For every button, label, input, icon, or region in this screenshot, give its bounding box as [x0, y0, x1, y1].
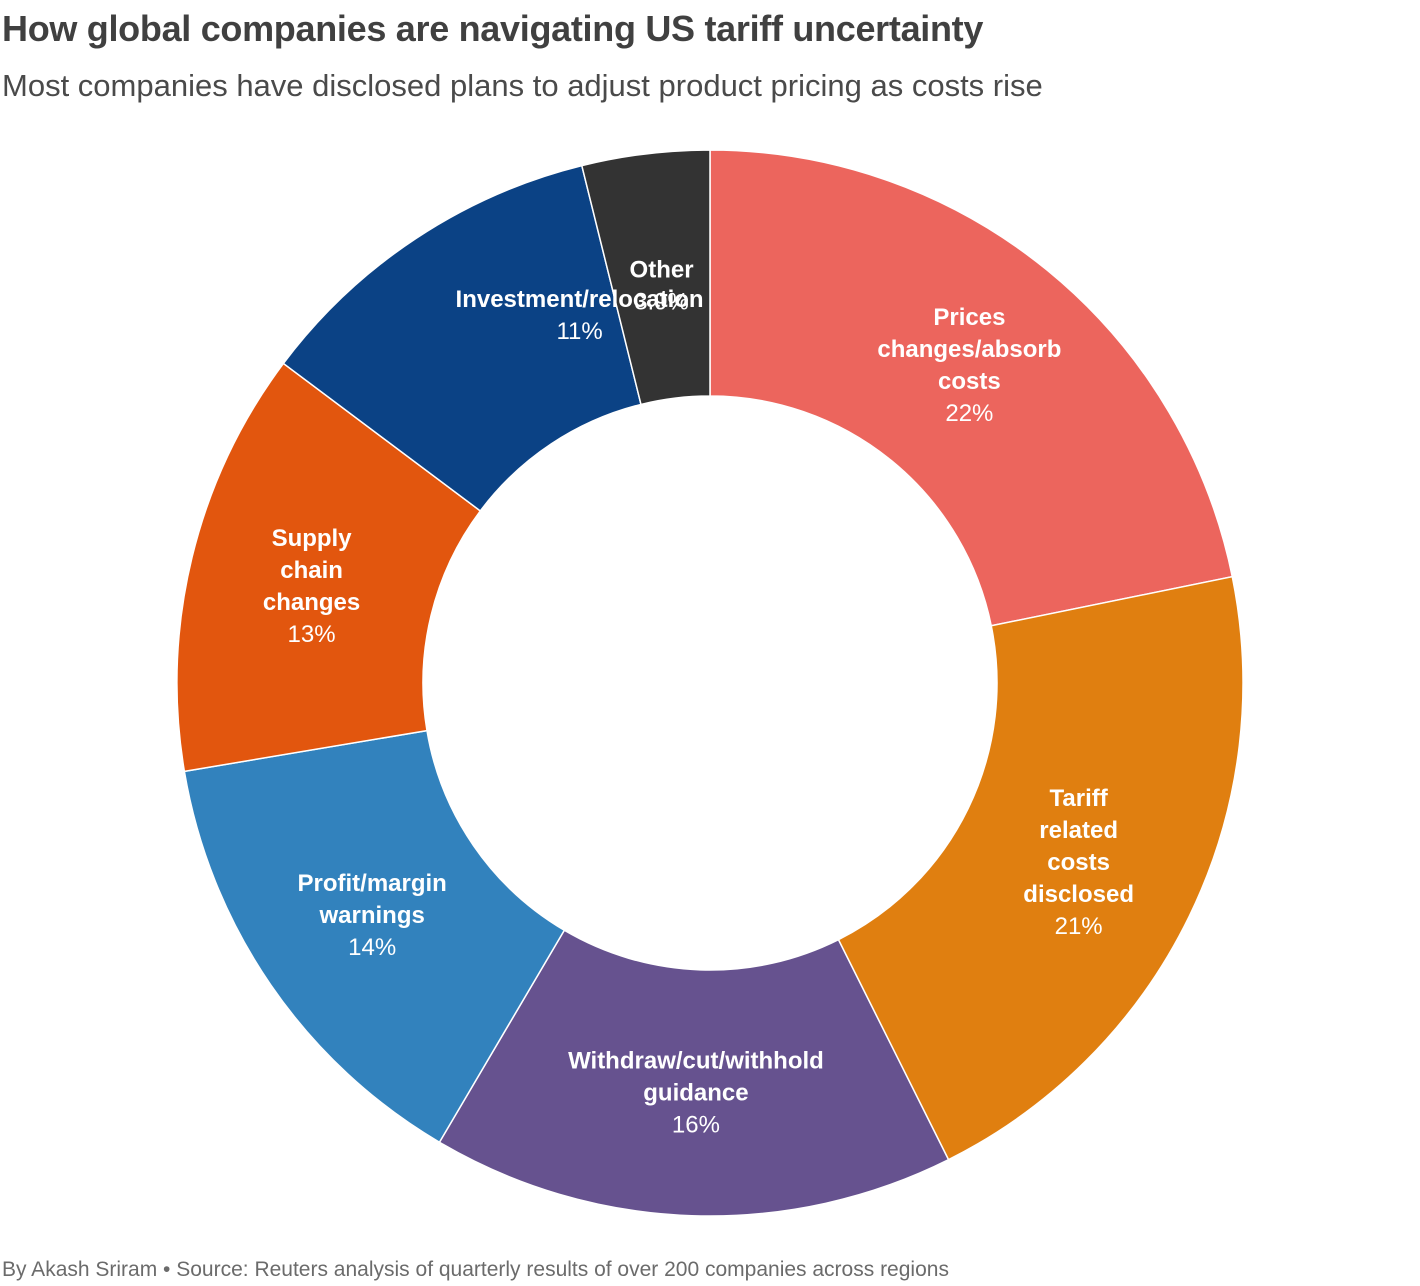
- slice-value-investment: 11%: [556, 318, 602, 345]
- slice-value-supply: 13%: [288, 621, 336, 648]
- labels-layer: Prices changes/absorb costs 22% Tariff relate…: [263, 256, 1134, 1138]
- slice-label-other: Other: [630, 256, 694, 283]
- label-prices: Prices changes/absorb costs 22%: [877, 304, 1061, 427]
- slice-label-guidance: guidance: [643, 1079, 748, 1106]
- slice-label-supply: chain: [280, 557, 343, 584]
- slice-value-guidance: 16%: [672, 1111, 720, 1138]
- slice-label-supply: changes: [263, 589, 360, 616]
- slice-value-prices: 22%: [945, 400, 993, 427]
- slice-label-guidance: Withdraw/cut/withhold: [568, 1047, 824, 1074]
- slice-label-tariff: disclosed: [1023, 881, 1134, 908]
- label-profit: Profit/margin warnings 14%: [298, 870, 447, 961]
- slice-guidance: [438, 929, 950, 1217]
- label-other: Other 3.9%: [630, 256, 694, 315]
- slice-tariff: [837, 575, 1244, 1161]
- slice-label-tariff: costs: [1047, 849, 1110, 876]
- slice-supply: [176, 362, 482, 773]
- slice-value-profit: 14%: [348, 934, 396, 961]
- slice-label-prices: changes/absorb: [877, 336, 1061, 363]
- slice-label-profit: Profit/margin: [298, 870, 447, 897]
- source-credit: By Akash Sriram • Source: Reuters analys…: [2, 1258, 949, 1281]
- slice-prices: [709, 149, 1234, 627]
- slice-label-tariff: related: [1039, 817, 1118, 844]
- slice-other: [580, 149, 711, 406]
- slice-label-supply: Supply: [272, 525, 353, 552]
- slice-label-tariff: Tariff: [1050, 785, 1109, 812]
- chart-subtitle: Most companies have disclosed plans to a…: [2, 68, 1043, 103]
- slice-label-prices: Prices: [933, 304, 1005, 331]
- slices-layer: [176, 149, 1244, 1217]
- label-investment: Investment/relocation 11%: [456, 286, 704, 345]
- chart-title: How global companies are navigating US t…: [2, 8, 984, 49]
- label-tariff: Tariff related costs disclosed 21%: [1023, 785, 1134, 940]
- slice-label-prices: costs: [938, 368, 1001, 395]
- label-guidance: Withdraw/cut/withhold guidance 16%: [568, 1047, 824, 1138]
- slice-profit: [183, 729, 566, 1144]
- slice-investment: [282, 164, 642, 512]
- label-supply: Supply chain changes 13%: [263, 525, 360, 648]
- slice-value-tariff: 21%: [1055, 913, 1103, 940]
- slice-label-profit: warnings: [319, 902, 425, 929]
- slice-label-investment: Investment/relocation: [456, 286, 704, 313]
- slice-value-other: 3.9%: [634, 288, 689, 315]
